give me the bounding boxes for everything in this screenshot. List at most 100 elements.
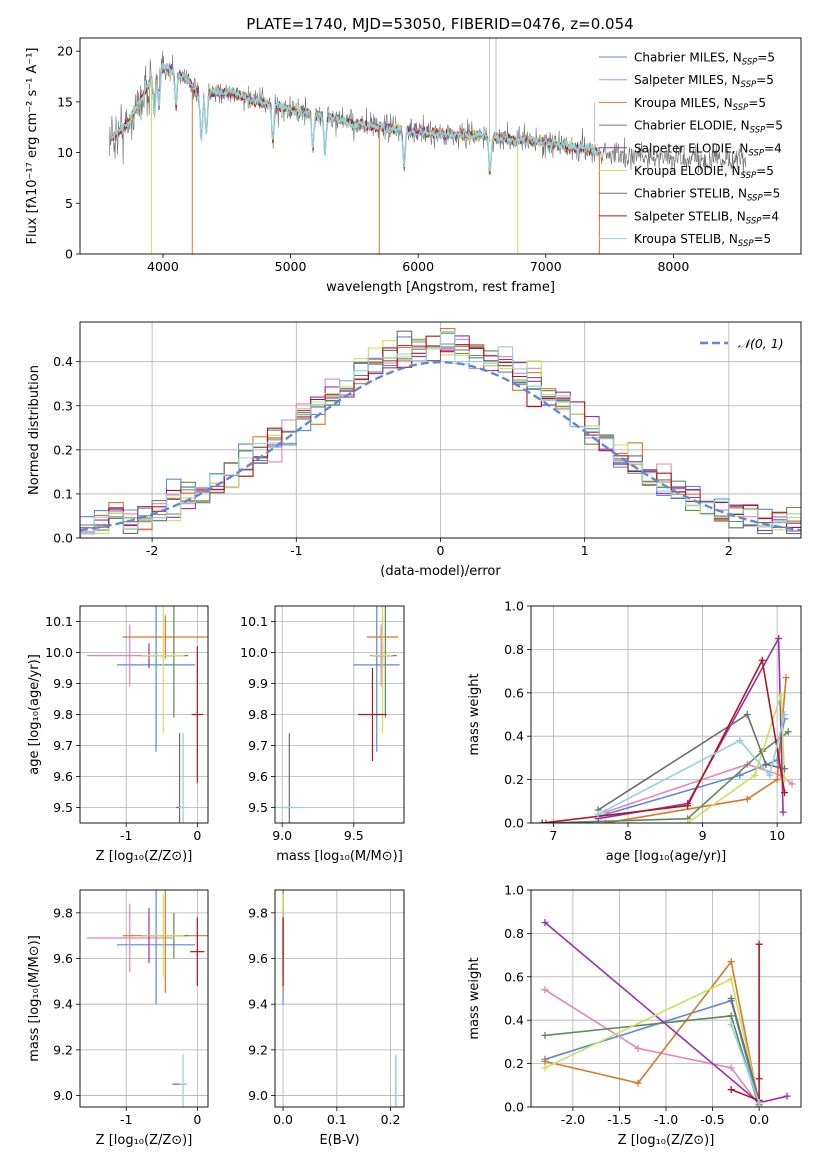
age_vs_mass-ytick-label: 10.0 [240, 645, 268, 660]
spectrum-model-line-8 [111, 62, 600, 172]
weight_vs_age-marker [781, 789, 789, 797]
mass_vs_Z-errorbar-7 [190, 917, 205, 986]
weight_vs_Z-marker [634, 1044, 642, 1052]
age_vs_mass-ytick-label: 9.5 [248, 800, 268, 815]
mass_vs_ebv-plot-area [282, 890, 397, 1107]
residuals-xtick-label: -2 [146, 543, 158, 558]
legend-nssp: =5 [756, 73, 774, 87]
legend-subscript: SSP [738, 239, 754, 249]
legend-subscript: SSP [741, 80, 757, 90]
mass_vs_ebv-panel: 0.0 0.1 0.2 9.0 9.2 9.4 9.6 9.8 E(B-V) [248, 889, 405, 1148]
figure-title: PLATE=1740, MJD=53050, FIBERID=0476, z=0… [246, 15, 633, 33]
weight_vs_age-ytick-label: 0.4 [504, 729, 524, 744]
weight_vs_Z-marker [541, 1064, 549, 1072]
mass_vs_Z-ytick-label: 9.6 [53, 951, 73, 966]
age_vs_mass-ytick-label: 10.1 [240, 614, 268, 629]
weight_vs_Z-marker [541, 986, 549, 994]
age_vs_mass-panel: 9.0 9.5 9.5 9.6 9.7 9.8 9.9 10.0 10.1 mass [log₁₀… [240, 605, 405, 864]
weight_vs_age-marker [751, 771, 759, 779]
legend-subscript: SSP [750, 126, 766, 136]
residuals-ytick-label: 0.0 [53, 531, 73, 546]
mass_vs_Z-errorbar-5 [141, 894, 185, 977]
spectrum-ytick-label: 15 [57, 94, 73, 109]
age_vs_mass-ytick-label: 9.9 [248, 676, 268, 691]
weight_vs_Z-series-line-5 [544, 977, 760, 1103]
weight_vs_age-marker [758, 656, 766, 664]
weight_vs_Z-ytick-label: 0.6 [504, 969, 524, 984]
legend-name: Kroupa MILES, N [634, 96, 733, 110]
weight_vs_age-frame [530, 605, 802, 824]
weight_vs_Z-ylabel: mass weight [467, 957, 482, 1039]
weight_vs_Z-xtick-label: 0.0 [749, 1112, 769, 1127]
age_vs_Z-panel: -1 0 9.5 9.6 9.7 9.8 9.9 10.0 10.1 Z [log₁₀(Z/Z⊙)… [27, 605, 209, 864]
mass_vs_Z-ytick-label: 9.8 [53, 905, 73, 920]
weight_vs_age-ytick-label: 0.2 [504, 772, 524, 787]
weight_vs_Z-xtick-label: -0.5 [700, 1112, 724, 1127]
residuals-plot-area [80, 328, 801, 538]
spectrum-xtick-label: 6000 [402, 259, 434, 274]
residuals-xlabel: (data-model)/error [380, 564, 501, 579]
mass_vs_Z-panel: -1 0 9.0 9.2 9.4 9.6 9.8 Z [log₁₀(Z/Z⊙)] mass [l… [27, 889, 209, 1148]
normal-legend-label: 𝒩(0, 1) [738, 336, 784, 351]
age_vs_Z-ytick-label: 9.6 [53, 769, 73, 784]
weight_vs_age-marker [684, 819, 692, 823]
mass_vs_ebv-ytick-label: 9.2 [248, 1042, 268, 1057]
legend-label-6: Chabrier STELIB, NSSP=5 [634, 187, 780, 204]
legend-label-0: Chabrier MILES, NSSP=5 [634, 51, 775, 68]
spectrum-xlabel: wavelength [Angstrom, rest frame] [326, 280, 555, 295]
legend-nssp: =5 [756, 164, 774, 178]
weight_vs_age-xtick-label: 10 [769, 828, 785, 843]
weight_vs_Z-marker [727, 958, 735, 966]
weight_vs_age-marker [736, 771, 744, 779]
legend-label-1: Salpeter MILES, NSSP=5 [634, 73, 774, 90]
weight_vs_age-ytick-label: 1.0 [504, 599, 524, 614]
legend-subscript: SSP [748, 148, 764, 158]
spectrum-panel: 4000 5000 6000 7000 8000 0 5 10 15 20 wavelength [… [25, 37, 802, 295]
weight_vs_Z-marker [727, 995, 735, 1002]
weight_vs_Z-xtick-label: -1.5 [607, 1112, 631, 1127]
legend-name: Salpeter STELIB, N [634, 209, 746, 223]
age_vs_mass-errorbar-5 [372, 606, 393, 734]
spectrum-ytick-label: 0 [65, 247, 73, 262]
mass_vs_Z-xtick-label: -1 [120, 1112, 132, 1127]
legend-nssp: =5 [757, 51, 775, 65]
legend-subscript: SSP [741, 171, 757, 181]
spectrum-xtick-label: 7000 [530, 259, 562, 274]
weight_vs_age-panel: 7 8 9 10 0.0 0.2 0.4 0.6 0.8 1.0 age [log₁₀(age/yr… [467, 599, 802, 864]
age_vs_Z-ytick-label: 9.7 [53, 738, 73, 753]
spectrum-xtick-label: 4000 [147, 259, 179, 274]
mass_vs_ebv-xtick-label: 0.2 [381, 1112, 401, 1127]
age_vs_mass-xtick-label: 9.0 [272, 828, 292, 843]
residuals-xtick-label: 1 [581, 543, 589, 558]
mass_vs_ebv-ytick-label: 9.4 [248, 997, 268, 1012]
age_vs_Z-xlabel: Z [log₁₀(Z/Z⊙)] [96, 849, 193, 864]
weight_vs_age-marker [743, 711, 751, 718]
weight_vs_Z-ytick-label: 0.8 [504, 926, 524, 941]
weight_vs_Z-xlabel: Z [log₁₀(Z/Z⊙)] [618, 1133, 715, 1148]
weight_vs_age-marker [538, 819, 546, 823]
mass_vs_ebv-frame [274, 889, 405, 1108]
weight_vs_Z-marker [541, 1031, 549, 1039]
mass_vs_Z-ytick-label: 9.4 [53, 997, 73, 1012]
mass_vs_Z-ytick-label: 9.0 [53, 1088, 73, 1103]
age_vs_Z-errorbar-5 [141, 606, 185, 734]
age_vs_Z-ytick-label: 9.5 [53, 800, 73, 815]
spectrum-xtick-label: 8000 [657, 259, 689, 274]
weight_vs_age-series-line-5 [687, 694, 786, 823]
weight_vs_Z-ytick-label: 0.4 [504, 1013, 524, 1028]
residuals-panel: -2 -1 0 1 2 0.0 0.1 0.2 0.3 0.4 (data-model)/error… [27, 321, 802, 579]
age_vs_Z-frame [79, 605, 209, 824]
residuals-ylabel: Normed distribution [27, 365, 42, 495]
age_vs_mass-plot-area [276, 606, 400, 823]
age_vs_Z-errorbar-0 [116, 606, 196, 752]
weight_vs_Z-plot-area [541, 919, 791, 1107]
mass_vs_ebv-xlabel: E(B-V) [319, 1133, 359, 1148]
age_vs_Z-xtick-label: -1 [120, 828, 132, 843]
age_vs_mass-errorbar-7 [358, 668, 387, 761]
spectrum-plot-area [109, 38, 747, 254]
weight_vs_Z-marker [755, 1075, 763, 1083]
weight_vs_Z-marker [541, 1057, 549, 1065]
mass_vs_Z-xlabel: Z [log₁₀(Z/Z⊙)] [96, 1133, 193, 1148]
weight_vs_Z-marker [783, 1092, 791, 1100]
